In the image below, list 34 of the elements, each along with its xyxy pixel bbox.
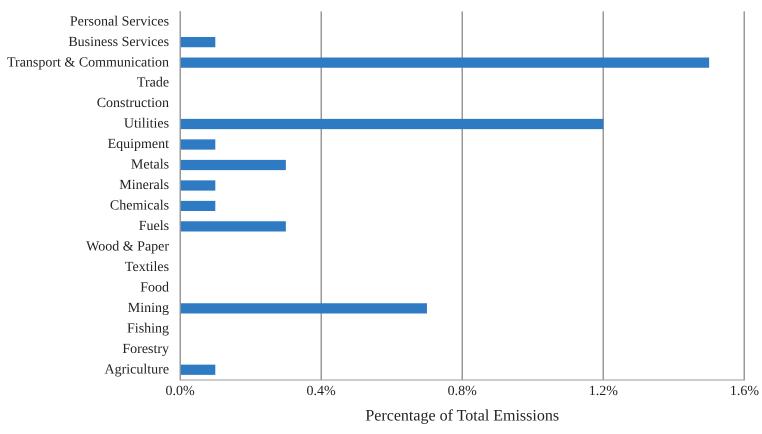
y-tick-label: Trade: [136, 76, 170, 91]
y-tick-label: Construction: [96, 96, 170, 112]
x-tick-label: 0.4%: [306, 384, 336, 400]
y-tick-label: Food: [140, 280, 170, 296]
y-tick-label: Mining: [128, 301, 170, 316]
y-tick-label: Wood & Paper: [86, 240, 170, 255]
y-tick-label: Chemicals: [110, 198, 170, 214]
y-tick-label: Personal Services: [70, 14, 170, 30]
y-tick-label: Transport & Communication: [6, 55, 170, 70]
bar: [180, 200, 216, 212]
y-tick-label: Textiles: [124, 260, 170, 276]
y-tick-label: Fishing: [127, 321, 170, 336]
bar: [180, 303, 427, 314]
x-tick-label: 0.0%: [165, 384, 195, 400]
y-tick-label: Forestry: [122, 342, 170, 357]
y-tick-label: Equipment: [108, 137, 170, 152]
y-tick-label: Metals: [130, 158, 170, 173]
bar: [180, 36, 216, 48]
y-tick-label: Fuels: [138, 219, 170, 234]
bar: [180, 139, 216, 150]
x-tick-label: 1.6%: [730, 384, 760, 400]
bar: [180, 57, 710, 68]
x-tick-label: 0.8%: [448, 384, 478, 400]
x-axis-title: Percentage of Total Emissions: [365, 408, 560, 425]
bar: [180, 221, 286, 232]
y-tick-label: Agriculture: [104, 362, 170, 378]
x-tick-label: 1.2%: [588, 384, 618, 400]
y-tick-label: Minerals: [119, 178, 170, 194]
bar: [180, 160, 286, 170]
bar: [180, 180, 216, 191]
y-tick-label: Utilities: [124, 116, 170, 132]
bar: [180, 364, 216, 375]
bar: [180, 118, 604, 130]
y-tick-label: Business Services: [68, 34, 170, 50]
